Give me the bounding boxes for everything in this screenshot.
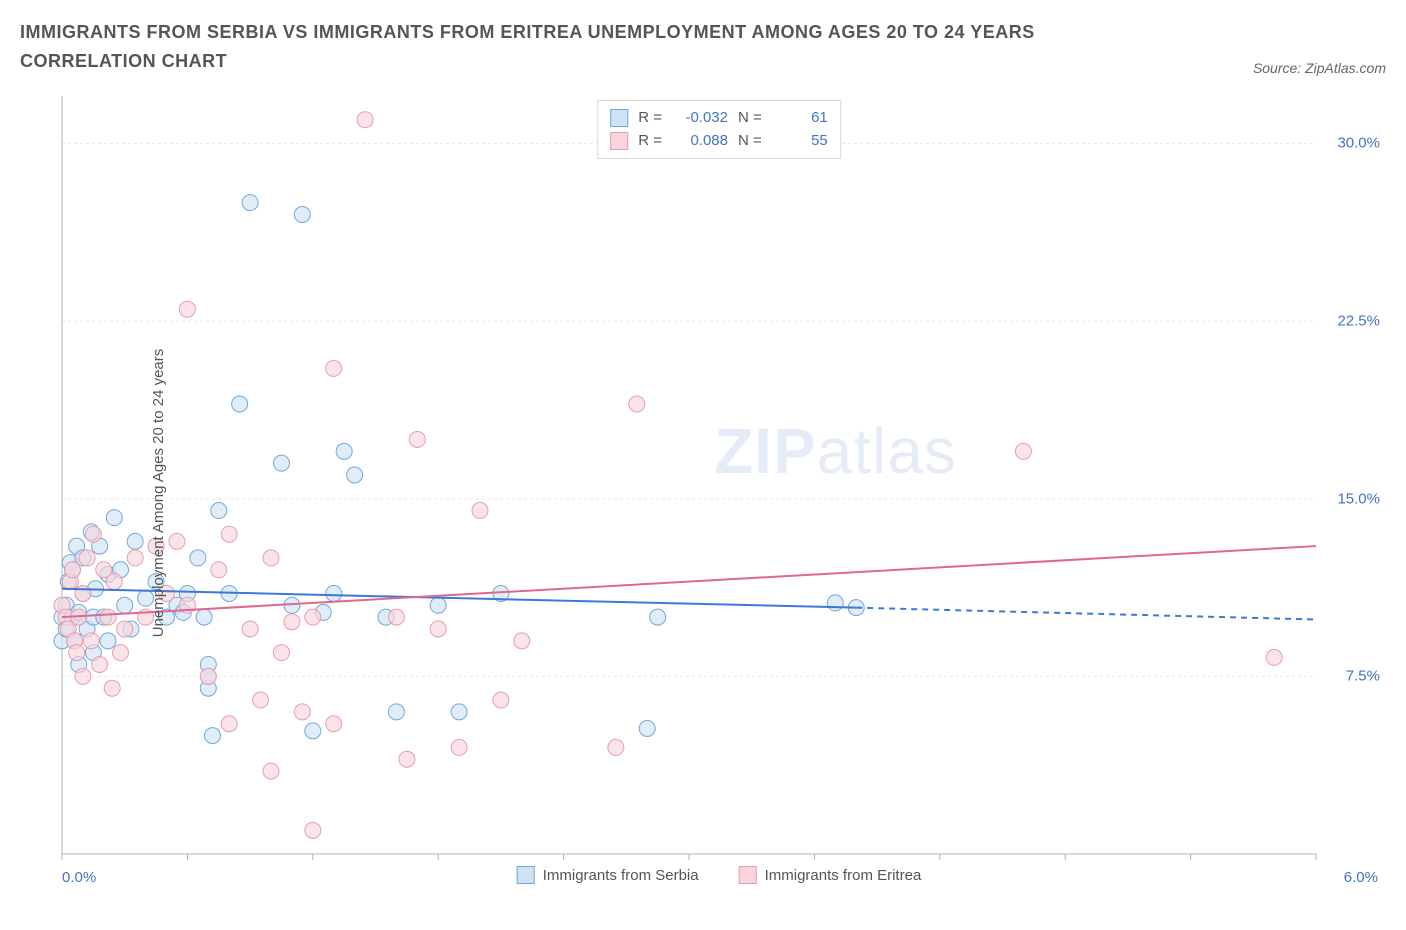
series-name-0: Immigrants from Serbia [543,867,699,884]
x-axis-min-label: 0.0% [62,869,96,886]
y-tick-label: 22.5% [1337,313,1380,330]
swatch-series-0 [517,866,535,884]
r-label: R = [638,130,662,153]
scatter-plot [52,96,1386,890]
swatch-series-0 [610,109,628,127]
y-tick-label: 30.0% [1337,135,1380,152]
legend-stats-row: R = 0.088 N = 55 [610,130,828,153]
legend-item: Immigrants from Eritrea [739,866,922,884]
r-value-0: -0.032 [672,107,728,130]
y-axis-label: Unemployment Among Ages 20 to 24 years [150,349,167,638]
r-label: R = [638,107,662,130]
chart-title: IMMIGRANTS FROM SERBIA VS IMMIGRANTS FRO… [20,18,1120,76]
r-value-1: 0.088 [672,130,728,153]
legend-series: Immigrants from Serbia Immigrants from E… [517,866,922,884]
n-label: N = [738,107,762,130]
n-value-1: 55 [772,130,828,153]
swatch-series-1 [610,132,628,150]
legend-stats: R = -0.032 N = 61 R = 0.088 N = 55 [597,100,841,159]
y-tick-label: 15.0% [1337,490,1380,507]
n-value-0: 61 [772,107,828,130]
legend-item: Immigrants from Serbia [517,866,699,884]
x-axis-max-label: 6.0% [1344,869,1378,886]
source-label: Source: ZipAtlas.com [1253,60,1386,76]
n-label: N = [738,130,762,153]
swatch-series-1 [739,866,757,884]
legend-stats-row: R = -0.032 N = 61 [610,107,828,130]
series-name-1: Immigrants from Eritrea [765,867,922,884]
y-tick-label: 7.5% [1346,668,1380,685]
chart-area: Unemployment Among Ages 20 to 24 years Z… [52,96,1386,890]
